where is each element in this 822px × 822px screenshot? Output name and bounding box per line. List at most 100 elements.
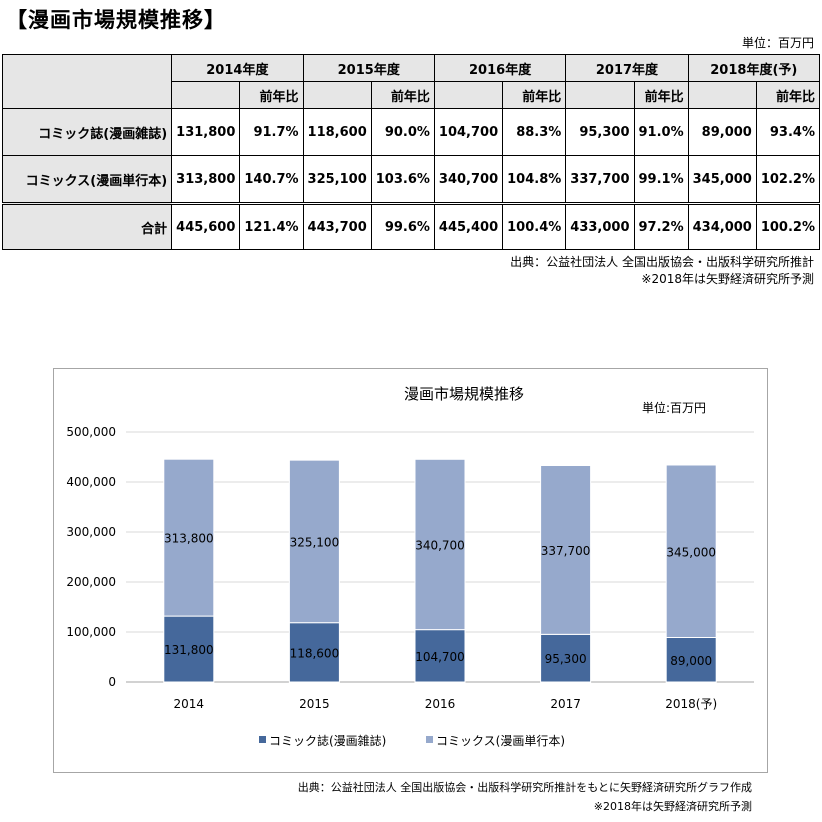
value-subheader bbox=[302, 81, 372, 109]
value-subheader bbox=[565, 81, 635, 109]
yoy-header: 前年比 bbox=[633, 81, 689, 109]
yoy-header: 前年比 bbox=[239, 81, 304, 109]
year-header: 2016年度 bbox=[433, 54, 567, 82]
table-cell: 88.3% bbox=[502, 108, 567, 156]
page-title: 【漫画市場規模推移】 bbox=[6, 8, 226, 32]
table-cell: 313,800 bbox=[171, 155, 241, 204]
table-corner bbox=[1, 54, 173, 109]
legend-swatch bbox=[259, 736, 266, 743]
table-header-yoy: 前年比 前年比 前年比 前年比 前年比 bbox=[3, 81, 821, 109]
source-text: 出典：公益社団法人 全国出版協会・出版科学研究所推計 bbox=[510, 255, 814, 269]
legend-label: コミックス(漫画単行本) bbox=[436, 734, 565, 748]
table-source: 出典：公益社団法人 全国出版協会・出版科学研究所推計 ※2018年は矢野経済研究… bbox=[510, 254, 814, 288]
yoy-header: 前年比 bbox=[755, 81, 821, 109]
x-tick-label: 2016 bbox=[425, 697, 456, 711]
table-header-years: 2014年度 2015年度 2016年度 2017年度 2018年度(予) bbox=[1, 54, 821, 109]
table-cell: 104.8% bbox=[502, 155, 567, 204]
table-cell: 433,000 bbox=[565, 202, 635, 250]
bar-segment-magazine bbox=[163, 615, 215, 683]
y-tick-label: 400,000 bbox=[66, 475, 116, 489]
table-cell: 103.6% bbox=[370, 155, 435, 204]
stacked-bar-chart: 漫画市場規模推移 単位:百万円 0 100,000 200,000 300,000 40… bbox=[66, 385, 754, 748]
market-table: 2014年度 2015年度 2016年度 2017年度 2018年度(予) 前年… bbox=[1, 54, 821, 250]
bar-segment-magazine bbox=[665, 637, 717, 683]
table-cell: 91.0% bbox=[633, 108, 689, 156]
bar-segment-magazine bbox=[288, 622, 340, 683]
legend-label: コミック誌(漫画雑誌) bbox=[269, 733, 386, 748]
source-text: 出典：公益社団法人 全国出版協会・出版科学研究所推計をもとに矢野経済研究所グラフ… bbox=[297, 781, 752, 794]
chart-source: 出典：公益社団法人 全国出版協会・出版科学研究所推計をもとに矢野経済研究所グラフ… bbox=[298, 778, 752, 816]
value-subheader bbox=[687, 81, 757, 109]
table-cell: 434,000 bbox=[687, 202, 757, 250]
unit-label: 単位：百万円 bbox=[741, 36, 814, 50]
table-cell: 93.4% bbox=[755, 108, 821, 156]
y-tick-label: 200,000 bbox=[66, 575, 116, 589]
table-cell: 445,600 bbox=[171, 202, 241, 250]
y-tick-label: 300,000 bbox=[66, 525, 116, 539]
table-cell: 100.4% bbox=[502, 202, 567, 250]
table-cell: 89,000 bbox=[687, 108, 757, 156]
chart-frame: 漫画市場規模推移 単位:百万円 0 100,000 200,000 300,000 40… bbox=[53, 368, 768, 773]
bar-segment-books bbox=[163, 458, 215, 617]
table-cell: 445,400 bbox=[433, 202, 504, 250]
table-cell: 140.7% bbox=[239, 155, 304, 204]
table-cell: 121.4% bbox=[239, 202, 304, 250]
data-label: 95,300 bbox=[545, 652, 587, 666]
table-cell: 337,700 bbox=[565, 155, 635, 204]
table-cell: 104,700 bbox=[433, 108, 504, 156]
y-tick-label: 100,000 bbox=[66, 625, 116, 639]
yoy-header: 前年比 bbox=[370, 81, 435, 109]
x-tick-label: 2017 bbox=[550, 697, 581, 711]
table-cell: 97.2% bbox=[633, 202, 689, 250]
data-label: 104,700 bbox=[415, 650, 465, 664]
table-cell: 99.6% bbox=[370, 202, 435, 250]
table-cell: 102.2% bbox=[755, 155, 821, 204]
bar-segment-books bbox=[540, 465, 592, 635]
data-label: 337,700 bbox=[541, 544, 591, 558]
bar-segment-magazine bbox=[540, 633, 592, 683]
x-tick-label: 2015 bbox=[299, 697, 330, 711]
table-cell: 131,800 bbox=[171, 108, 241, 156]
data-label: 345,000 bbox=[666, 545, 716, 559]
year-header: 2018年度(予) bbox=[687, 54, 821, 82]
chart-title: 漫画市場規模推移 bbox=[404, 385, 524, 403]
table-row: コミックス(漫画単行本) 313,800 140.7% 325,100 103.… bbox=[1, 155, 821, 204]
data-label: 340,700 bbox=[415, 538, 465, 552]
data-label: 131,800 bbox=[164, 643, 214, 657]
year-header: 2015年度 bbox=[302, 54, 435, 82]
bar-segment-magazine bbox=[414, 629, 466, 683]
table-cell: 95,300 bbox=[565, 108, 635, 156]
table-row: コミック誌(漫画雑誌) 131,800 91.7% 118,600 90.0% … bbox=[1, 108, 821, 156]
value-subheader bbox=[171, 81, 240, 109]
x-tick-label: 2018(予) bbox=[665, 697, 717, 711]
legend-swatch bbox=[426, 736, 433, 743]
x-tick-label: 2014 bbox=[174, 697, 205, 711]
source-note: ※2018年は矢野経済研究所予測 bbox=[641, 272, 814, 286]
row-label: コミック誌(漫画雑誌) bbox=[1, 108, 173, 156]
value-subheader bbox=[433, 81, 503, 109]
table-cell: 345,000 bbox=[687, 155, 757, 204]
table-cell: 325,100 bbox=[302, 155, 372, 204]
table-cell: 443,700 bbox=[302, 202, 372, 250]
table-cell: 90.0% bbox=[370, 108, 435, 156]
year-header: 2014年度 bbox=[171, 54, 304, 82]
data-label: 118,600 bbox=[290, 646, 340, 660]
table-cell: 118,600 bbox=[302, 108, 372, 156]
source-note: ※2018年は矢野経済研究所予測 bbox=[593, 800, 752, 813]
table-cell: 99.1% bbox=[633, 155, 689, 204]
table-cell: 91.7% bbox=[239, 108, 304, 156]
table-cell: 340,700 bbox=[433, 155, 504, 204]
data-label: 325,100 bbox=[290, 535, 340, 549]
row-label: 合計 bbox=[1, 202, 173, 250]
bar-segment-books bbox=[288, 459, 340, 624]
bar-segment-books bbox=[665, 464, 717, 638]
table-cell: 100.2% bbox=[755, 202, 821, 250]
bar-segment-books bbox=[414, 458, 466, 631]
y-tick-label: 500,000 bbox=[66, 425, 116, 439]
data-label: 89,000 bbox=[670, 654, 712, 668]
y-tick-label: 0 bbox=[108, 675, 116, 689]
row-label: コミックス(漫画単行本) bbox=[1, 155, 173, 204]
chart-unit-label: 単位:百万円 bbox=[642, 400, 706, 415]
table-row-total: 合計 445,600 121.4% 443,700 99.6% 445,400 … bbox=[1, 202, 821, 250]
year-header: 2017年度 bbox=[565, 54, 689, 82]
